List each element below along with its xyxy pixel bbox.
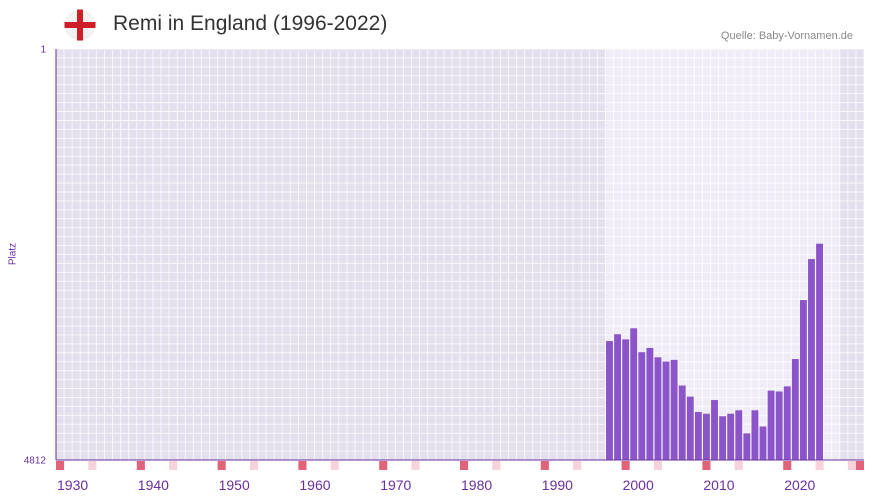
x-tick-label-1950: 1950: [219, 477, 250, 493]
half-decade-marker-2025: [847, 461, 856, 470]
grid: [55, 48, 865, 461]
bar-2021: [808, 259, 815, 460]
grid-lines: [55, 48, 865, 461]
england-flag-icon: [64, 9, 96, 46]
bar-1999: [630, 328, 638, 460]
bar-2010: [719, 416, 727, 460]
bar-2002: [654, 357, 662, 460]
decade-marker-1940: [136, 461, 145, 470]
decade-marker-1950: [217, 461, 226, 470]
x-tick-label-1960: 1960: [299, 477, 330, 493]
bar-2007: [694, 411, 702, 460]
decade-marker-2020: [783, 461, 792, 470]
x-tick-label-1970: 1970: [380, 477, 411, 493]
decade-marker-1960: [298, 461, 307, 470]
bar-2011: [727, 413, 735, 460]
y-tick-label-1: 1: [40, 45, 46, 56]
decade-marker-1990: [540, 461, 549, 470]
bar-2015: [759, 426, 767, 460]
bar-2000: [638, 352, 646, 460]
bar-2017: [775, 391, 783, 460]
bar-2006: [686, 396, 694, 460]
bar-2008: [703, 413, 710, 460]
x-tick-label-1930: 1930: [57, 477, 88, 493]
x-tick-label-1980: 1980: [461, 477, 492, 493]
half-decade-marker-1930: [88, 461, 97, 470]
decade-marker-1980: [460, 461, 469, 470]
bar-1998: [622, 339, 630, 460]
bar-2020: [799, 300, 807, 460]
half-decade-marker-1970: [411, 461, 420, 470]
decade-marker-2000: [621, 461, 630, 470]
x-tick-label-2010: 2010: [703, 477, 734, 493]
half-decade-marker-2010: [734, 461, 743, 470]
bar-1996: [606, 341, 613, 460]
half-decade-marker-1950: [249, 461, 258, 470]
x-tick-label-2000: 2000: [623, 477, 654, 493]
half-decade-marker-1940: [169, 461, 178, 470]
x-tick-label-1940: 1940: [138, 477, 169, 493]
bar-2018: [783, 386, 791, 460]
source-credit: Quelle: Baby-Vornamen.de: [720, 30, 853, 42]
bar-2014: [751, 410, 759, 460]
decade-marker-1930: [56, 461, 65, 470]
bar-1997: [614, 334, 621, 460]
half-decade-marker-2020: [815, 461, 824, 470]
bar-2019: [791, 359, 799, 460]
half-decade-marker-1980: [492, 461, 501, 470]
decade-marker-2010: [702, 461, 711, 470]
bar-2001: [646, 347, 654, 460]
half-decade-marker-2000: [653, 461, 662, 470]
half-decade-marker-1990: [573, 461, 582, 470]
x-tick-label-1990: 1990: [542, 477, 573, 493]
decade-marker-1970: [379, 461, 388, 470]
y-tick-label-4812: 4812: [24, 456, 47, 467]
chart-title: Remi in England (1996-2022): [113, 12, 388, 35]
bar-2004: [670, 359, 678, 460]
bar-2005: [678, 385, 686, 460]
decade-marker-2026: [855, 461, 864, 470]
bar-2003: [662, 361, 670, 460]
bar-2013: [743, 433, 751, 460]
bar-2009: [711, 400, 718, 460]
bar-2022: [816, 243, 823, 460]
bar-2012: [735, 410, 743, 460]
x-tick-label-2020: 2020: [784, 477, 815, 493]
half-decade-marker-1960: [330, 461, 339, 470]
bar-2016: [767, 390, 775, 460]
